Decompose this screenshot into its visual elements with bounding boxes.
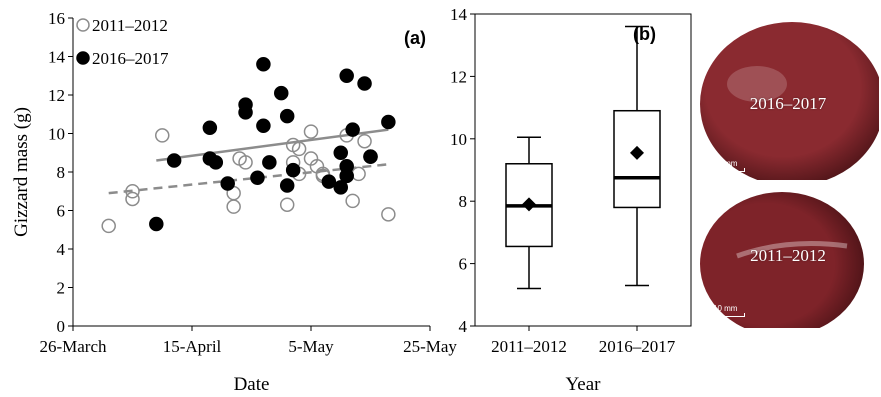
photo-label-2016-2017: 2016–2017	[749, 94, 827, 113]
y-tick-label-b: 12	[450, 67, 467, 86]
x-axis-title-b: Year	[565, 374, 601, 395]
panel-a: 0 2 4 6 8 10 12 14 16 26-March 15-April 5-May 25-May…	[11, 9, 457, 395]
legend-label-0: 2011–2012	[92, 16, 168, 35]
data-point-series-0	[226, 199, 241, 214]
y-tick-label: 14	[48, 48, 66, 67]
data-point-series-0	[345, 193, 360, 209]
photo-label-2011-2012: 2011–2012	[750, 246, 826, 265]
x-tick-label-b: 2016–2017	[599, 337, 676, 356]
trendline-0	[108, 163, 389, 195]
scale-bar-bottom: 10 mm	[713, 304, 745, 317]
data-point-series-0	[357, 133, 372, 149]
y-tick-label: 10	[48, 125, 65, 144]
y-tick-label-b: 14	[450, 5, 468, 24]
data-point-series-0	[125, 184, 140, 199]
data-point-series-0	[155, 128, 170, 143]
y-tick-label-b: 6	[459, 255, 468, 274]
scale-bar-top: 10 mm	[713, 159, 745, 172]
data-point-series-0	[303, 124, 319, 139]
data-point-series-1	[256, 56, 271, 72]
data-point-series-1	[357, 76, 372, 91]
y-axis-title: Gizzard mass (g)	[11, 107, 32, 237]
scale-bar-top-label: 10 mm	[713, 159, 738, 168]
legend-marker-1	[76, 51, 90, 65]
data-point-series-0	[101, 218, 116, 234]
y-tick-label-b: 10	[450, 130, 467, 149]
y-tick-label: 2	[57, 279, 66, 298]
data-point-series-1	[321, 174, 337, 189]
data-point-series-0	[291, 141, 307, 157]
x-tick-label-b: 2011–2012	[491, 337, 567, 356]
panel-label-b: (b)	[633, 24, 656, 44]
data-point-series-1	[339, 168, 354, 184]
plot-frame-b	[474, 13, 692, 327]
data-point-series-0	[279, 197, 295, 212]
data-point-series-1	[381, 114, 396, 130]
data-point-series-1	[333, 145, 348, 160]
data-point-series-1	[149, 216, 164, 232]
figure: 0 2 4 6 8 10 12 14 16 26-March 15-April 5-May 25-May…	[11, 5, 692, 395]
data-point-series-1	[208, 155, 224, 170]
gizzard-photo-2016-2017: 2016–2017 10 mm	[697, 14, 879, 180]
y-tick-label: 6	[57, 202, 66, 221]
data-point-series-1	[345, 122, 360, 137]
data-point-series-0	[381, 207, 396, 222]
data-point-series-0	[351, 166, 366, 182]
data-point-series-1	[262, 155, 277, 170]
x-tick-label: 26-March	[39, 337, 107, 356]
mean-marker	[522, 197, 536, 212]
panel-b: 4 6 8 10 12 14 2011–2012 2016–2017 Year (b)	[450, 5, 692, 395]
data-point-series-1	[333, 180, 348, 195]
y-tick-label: 12	[48, 86, 65, 105]
x-tick-label: 15-April	[163, 337, 222, 356]
legend-label-1: 2016–2017	[92, 49, 169, 68]
data-point-series-1	[279, 178, 295, 193]
y-tick-label: 8	[57, 163, 66, 182]
data-point-series-1	[274, 85, 289, 101]
data-point-series-1	[220, 176, 235, 191]
x-tick-label: 5-May	[288, 337, 334, 356]
data-point-series-1	[279, 108, 295, 124]
y-tick-label-b: 4	[459, 317, 468, 336]
y-tick-label: 0	[57, 317, 66, 336]
y-tick-label-b: 8	[459, 192, 468, 211]
data-point-series-0	[238, 155, 253, 170]
y-tick-label: 4	[57, 240, 66, 259]
x-axis-title: Date	[234, 374, 270, 395]
mean-marker	[630, 145, 644, 160]
x-tick-label: 25-May	[403, 337, 457, 356]
data-point-series-1	[256, 118, 271, 134]
scale-bar-bottom-label: 10 mm	[713, 304, 738, 313]
data-point-series-1	[339, 68, 354, 83]
panel-label-a: (a)	[404, 28, 426, 48]
data-point-series-1	[166, 153, 182, 168]
data-point-series-1	[285, 162, 301, 178]
data-point-series-1	[202, 120, 218, 135]
data-point-series-1	[238, 105, 253, 120]
gizzard-photo-2011-2012: 2011–2012 10 mm	[697, 186, 879, 328]
legend-marker-0	[76, 18, 90, 32]
data-point-series-0	[125, 191, 140, 207]
data-point-series-1	[250, 170, 265, 186]
y-tick-label: 16	[48, 9, 65, 28]
data-point-series-1	[363, 149, 378, 164]
